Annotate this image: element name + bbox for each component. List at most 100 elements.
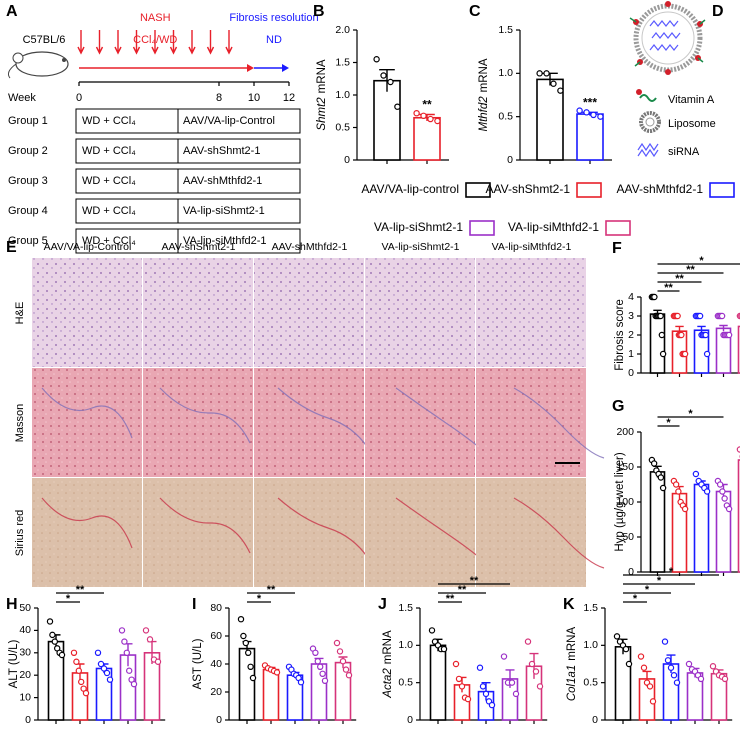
data-point	[685, 660, 693, 668]
y-tick-label: 1.0	[398, 639, 413, 651]
data-point	[380, 72, 387, 79]
legend-label: VA-lip-siShmt2-1	[374, 220, 463, 234]
data-point	[576, 107, 583, 114]
data-point	[387, 78, 394, 86]
y-tick-label: 1.5	[583, 602, 598, 614]
y-tick-label: 20	[19, 669, 31, 681]
y-tick-label: 3	[628, 310, 634, 322]
row-label: H&E	[14, 302, 26, 325]
error-bar	[719, 324, 728, 332]
significance: *	[699, 255, 704, 267]
data-point	[247, 663, 254, 671]
data-point	[508, 679, 516, 686]
data-point	[455, 675, 463, 683]
dose-arrow	[114, 30, 122, 55]
y-tick-label: 80	[210, 602, 222, 614]
tissue-feature	[159, 497, 251, 554]
data-point	[719, 488, 726, 495]
bar	[737, 325, 740, 374]
legend-label: AAV-shMthfd2-1	[617, 182, 704, 196]
bar	[413, 116, 441, 161]
histology-image	[254, 478, 364, 587]
data-point	[314, 658, 321, 665]
histology-image	[365, 368, 475, 477]
data-point	[420, 112, 427, 120]
data-point	[333, 639, 341, 647]
data-point	[73, 658, 80, 665]
significance: **	[458, 584, 467, 596]
data-point	[394, 103, 401, 110]
data-point	[242, 639, 249, 647]
data-point	[312, 649, 319, 657]
data-point	[702, 331, 709, 339]
data-point	[651, 293, 658, 301]
group-box	[177, 108, 301, 134]
x-tick-label: 0	[76, 92, 82, 104]
x-tick-label: 10	[248, 92, 260, 104]
data-point	[658, 331, 666, 339]
bar	[95, 667, 113, 721]
axis-label: Week	[8, 92, 36, 104]
significance: **	[686, 264, 695, 276]
data-point	[681, 350, 689, 358]
group-box	[177, 138, 301, 164]
y-axis-label: Col1a1 mRNA	[566, 627, 578, 702]
data-point	[640, 664, 648, 671]
data-point	[709, 663, 717, 670]
mouse-icon	[8, 51, 69, 79]
row-label: Sirius red	[14, 510, 26, 556]
data-point	[703, 488, 711, 495]
group-vector: AAV/VA-lip-Control	[183, 115, 275, 127]
panel-letter: F	[612, 240, 622, 257]
y-tick-label: 1.5	[398, 602, 413, 614]
data-point	[649, 698, 657, 705]
data-point	[536, 70, 543, 77]
data-point	[657, 474, 665, 481]
group-vector: VA-lip-siShmt2-1	[183, 205, 265, 217]
y-tick-label: 10	[19, 691, 31, 703]
data-point	[273, 669, 281, 676]
y-tick-label: 20	[210, 686, 222, 698]
histology-image	[365, 258, 475, 367]
y-tick-label: 0	[592, 714, 598, 726]
group-box	[177, 198, 301, 224]
data-point	[718, 312, 726, 320]
y-tick-label: 2	[628, 329, 634, 341]
data-point	[100, 665, 108, 672]
data-point	[697, 675, 705, 683]
data-point	[664, 657, 672, 664]
histology-image	[32, 258, 142, 367]
group-treatment: WD + CCl₄	[82, 175, 136, 187]
data-point	[440, 645, 448, 653]
tissue-feature	[513, 387, 605, 459]
data-point	[625, 660, 633, 668]
y-tick-label: 1.5	[335, 56, 350, 68]
data-point	[121, 638, 128, 645]
data-point	[154, 658, 162, 665]
data-point	[476, 664, 484, 671]
x-tick-label: 8	[216, 92, 222, 104]
data-point	[650, 460, 658, 467]
column-label: AAV-shShmt2-1	[162, 241, 236, 253]
tissue-feature	[41, 387, 133, 439]
y-axis-label: ALT (U/L)	[8, 639, 20, 688]
dose-arrow	[225, 30, 233, 55]
data-point	[646, 683, 654, 690]
group-box	[75, 168, 179, 194]
data-point	[637, 653, 645, 660]
tissue-feature	[513, 497, 605, 569]
significance: *	[633, 593, 638, 605]
y-tick-label: 0.5	[583, 676, 598, 688]
phase-sub: ND	[266, 34, 282, 46]
column-label: VA-lip-siMthfd2-1	[492, 241, 572, 253]
significance: **	[675, 273, 684, 285]
y-label-part: Shmt2	[316, 97, 328, 131]
phase-label: NASH	[140, 12, 171, 24]
data-point	[339, 658, 347, 665]
y-tick-label: 40	[210, 658, 222, 670]
group-box	[75, 138, 179, 164]
legend-label: VA-lip-siMthfd2-1	[508, 220, 599, 234]
data-point	[297, 679, 305, 686]
data-point	[482, 690, 490, 698]
panel-letter: K	[563, 596, 575, 613]
